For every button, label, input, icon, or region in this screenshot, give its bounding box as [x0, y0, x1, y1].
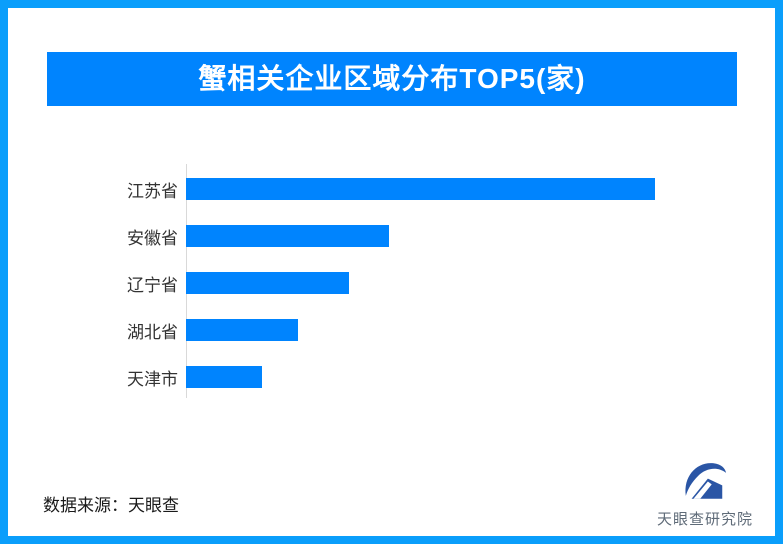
bar-chart: 江苏省安徽省辽宁省湖北省天津市: [43, 178, 743, 398]
tianyancha-logo-text: 天眼查研究院: [656, 511, 753, 528]
bar: [186, 366, 262, 388]
bar: [186, 272, 349, 294]
chart-row: 安徽省: [43, 225, 389, 248]
chart-row: 天津市: [43, 366, 262, 389]
chart-title: 蟹相关企业区域分布TOP5(家): [198, 63, 586, 94]
category-label: 湖北省: [127, 322, 178, 342]
chart-row: 辽宁省: [43, 272, 349, 295]
category-label: 安徽省: [127, 228, 178, 248]
chart-row: 湖北省: [43, 319, 298, 342]
category-label: 江苏省: [127, 181, 178, 201]
category-label: 辽宁省: [127, 275, 178, 295]
tianyancha-logo: 天眼查研究院: [652, 459, 758, 529]
bar: [186, 319, 298, 341]
bar: [186, 225, 389, 247]
data-source-label: 数据来源：天眼查: [43, 496, 179, 515]
chart-row: 江苏省: [43, 178, 655, 201]
category-label: 天津市: [127, 369, 178, 389]
tianyancha-logo-icon: [685, 463, 727, 499]
chart-title-banner: 蟹相关企业区域分布TOP5(家): [47, 52, 737, 106]
bar: [186, 178, 655, 200]
